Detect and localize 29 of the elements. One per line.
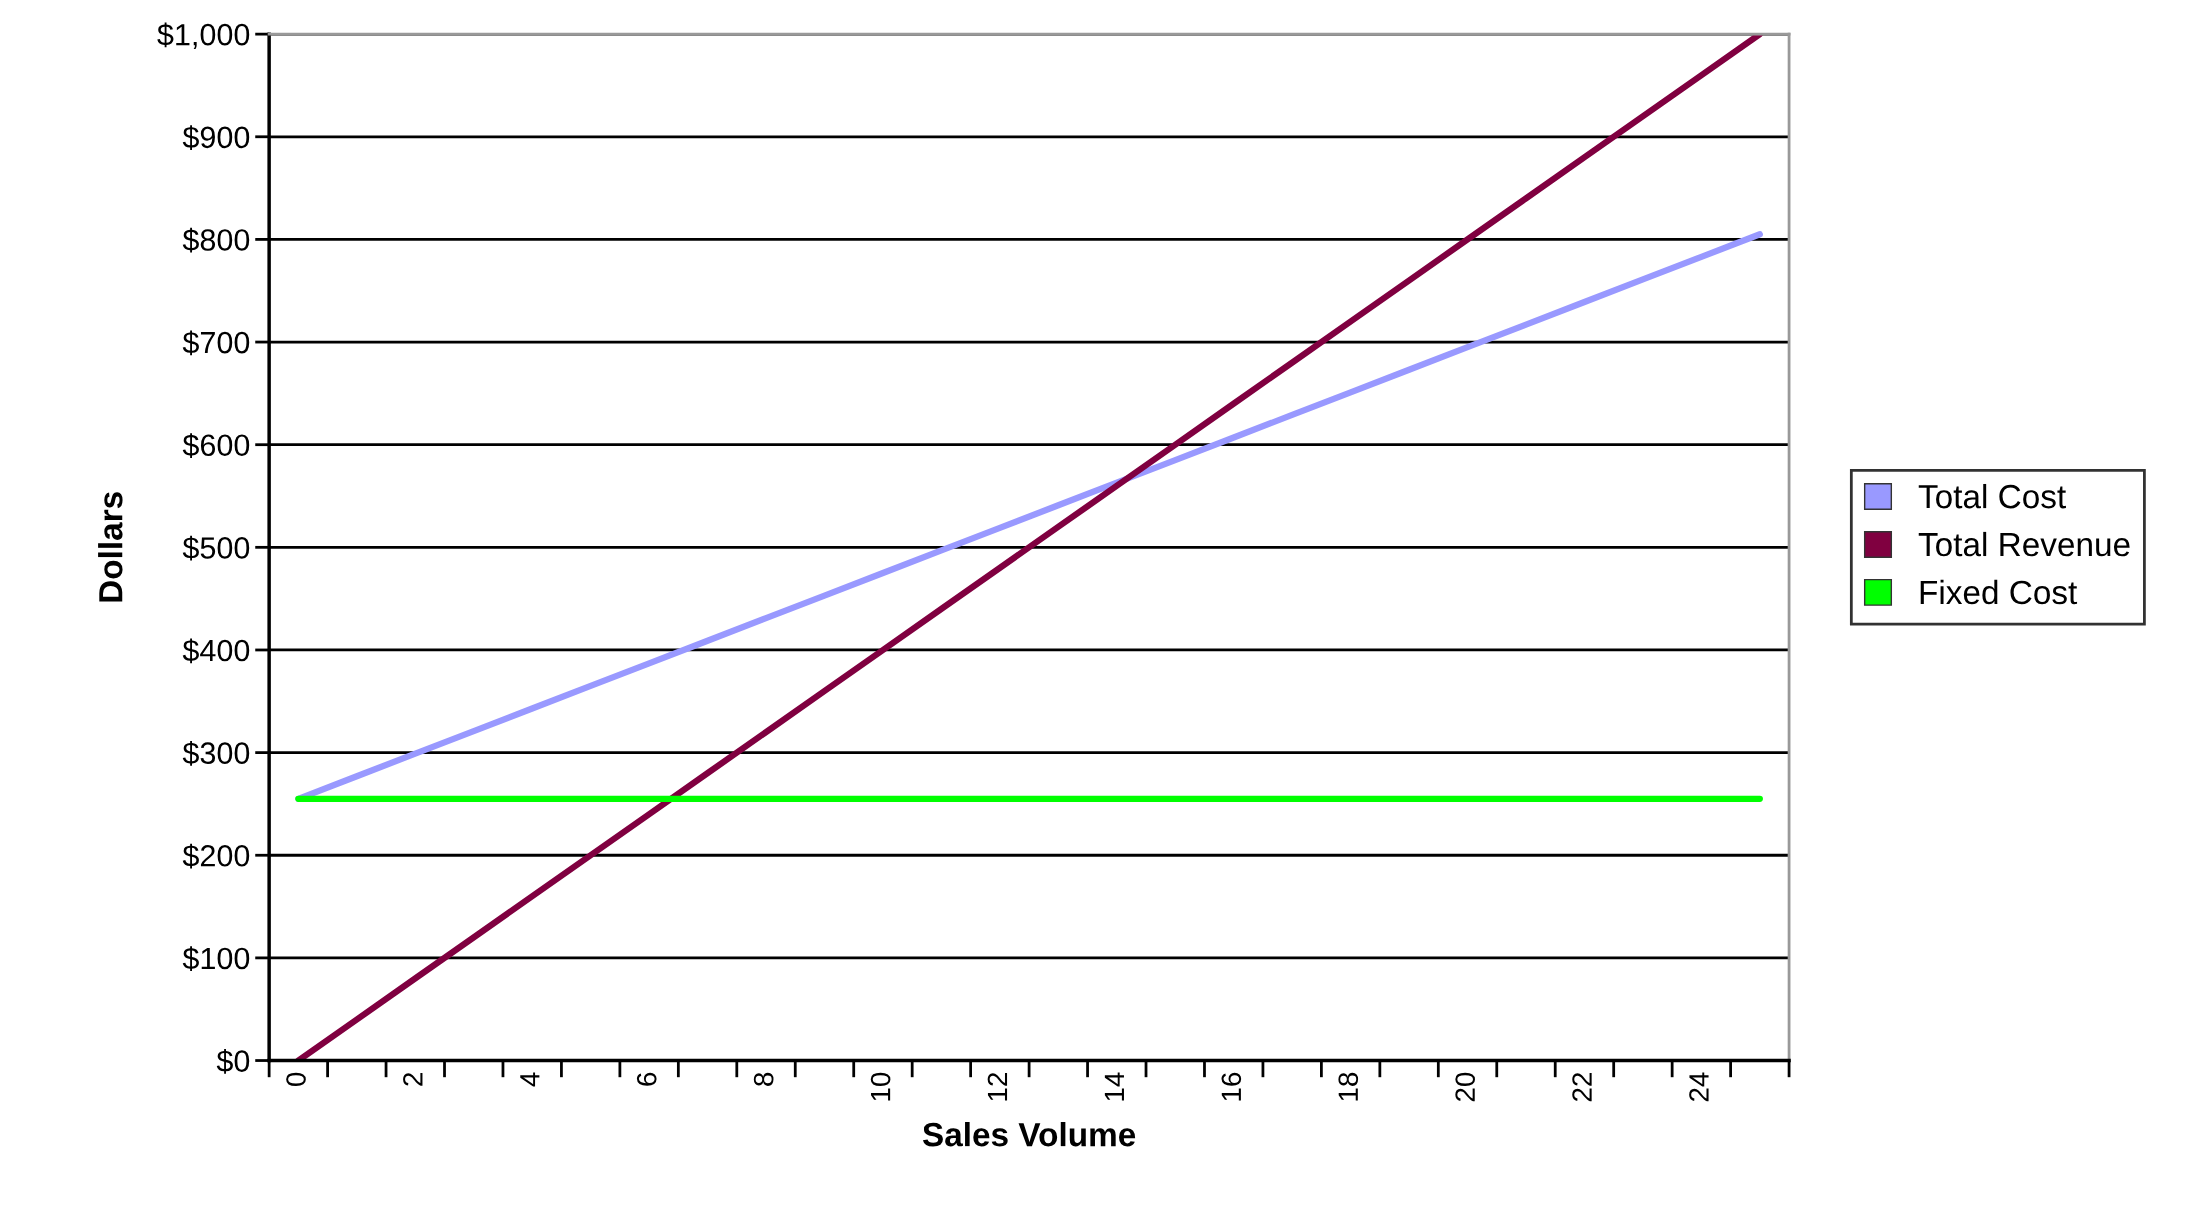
y-tick-label: $900	[182, 125, 250, 150]
legend-label: Fixed Cost	[1920, 579, 2078, 605]
x-axis-title: Sales Volume	[922, 1121, 1136, 1147]
x-tick-label: 0	[286, 1072, 306, 1086]
y-tick-label: $0	[216, 1048, 250, 1074]
y-tick-label: $500	[182, 535, 250, 561]
x-tick-label: 4	[520, 1072, 540, 1087]
y-tick-label: $1,000	[157, 22, 250, 50]
legend-label: Total Cost	[1918, 483, 2066, 509]
x-tick-label: 12	[987, 1073, 1008, 1101]
x-tick-label: 16	[1221, 1072, 1242, 1101]
y-axis-title: Dollars	[98, 492, 123, 602]
x-tick-label: 18	[1338, 1072, 1359, 1101]
x-tick-label: 6	[636, 1072, 657, 1086]
y-tick-label: $100	[182, 946, 250, 972]
x-tick-label: 2	[403, 1073, 423, 1086]
y-tick-label: $800	[182, 227, 250, 253]
x-tick-label: 10	[870, 1072, 891, 1101]
y-tick-label: $200	[182, 843, 250, 869]
x-tick-label: 22	[1572, 1073, 1592, 1102]
x-tick-label: 14	[1104, 1072, 1124, 1101]
legend-label: Total Revenue	[1918, 531, 2130, 557]
x-tick-label: 24	[1689, 1072, 1709, 1102]
y-tick-label: $700	[182, 330, 250, 356]
x-tick-label: 20	[1455, 1072, 1475, 1102]
y-tick-label: $300	[182, 741, 250, 766]
y-tick-label: $600	[182, 433, 250, 458]
y-tick-label: $400	[182, 638, 250, 664]
x-tick-label: 8	[753, 1072, 774, 1086]
